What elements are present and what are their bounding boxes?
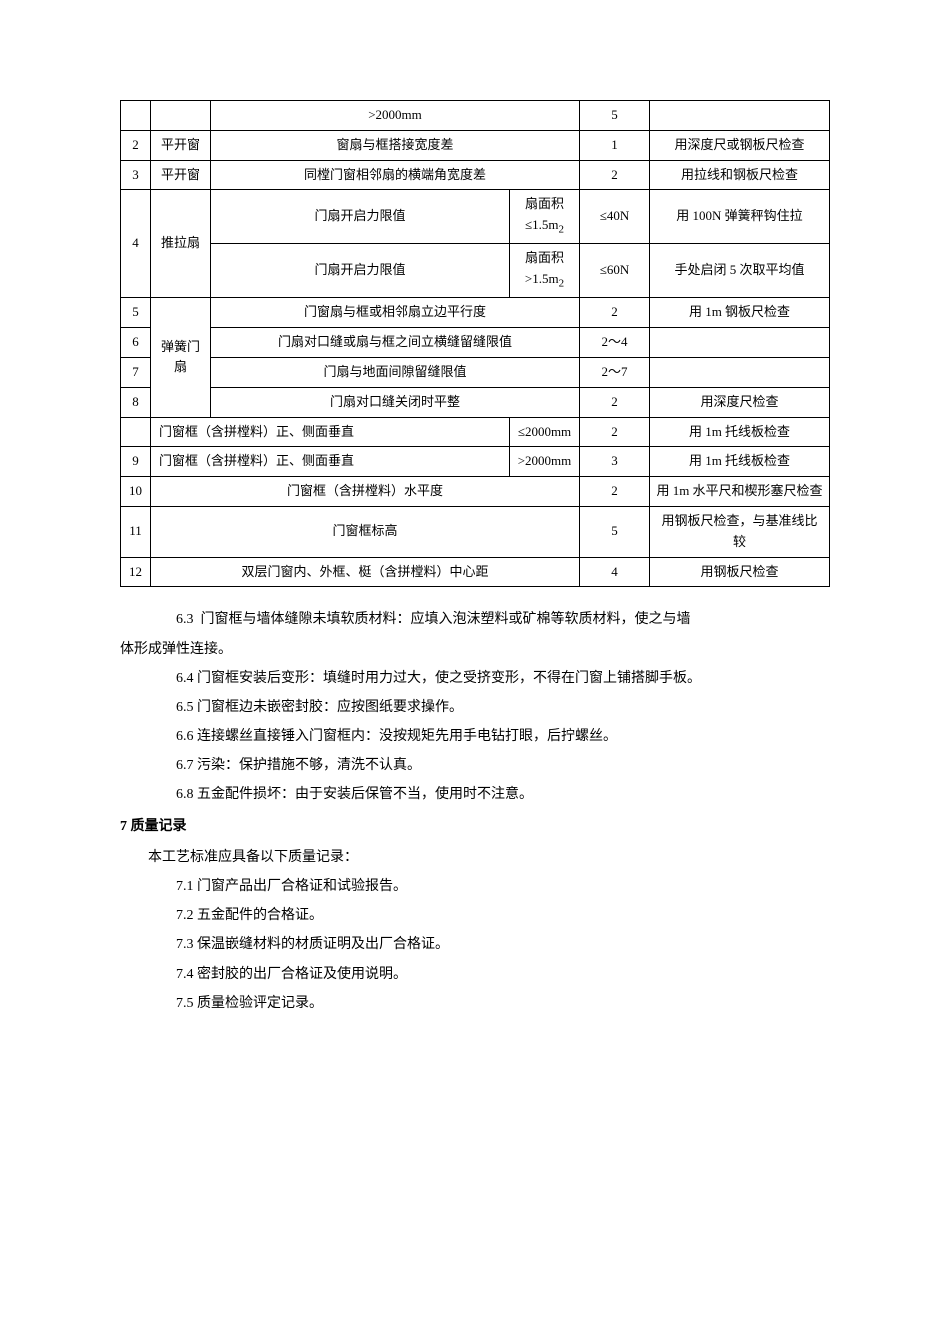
paragraph-67: 6.7 污染：保护措施不够，清洗不认真。 — [120, 753, 830, 778]
cell-method: 用 1m 水平尺和楔形塞尺检查 — [650, 477, 830, 507]
cell-num — [121, 101, 151, 131]
cell-val: 2 — [580, 417, 650, 447]
cell-val: ≤60N — [580, 244, 650, 298]
paragraph-68: 6.8 五金配件损坏：由于安装后保管不当，使用时不注意。 — [120, 782, 830, 807]
cell-num: 6 — [121, 328, 151, 358]
section-7-intro: 本工艺标准应具备以下质量记录： — [120, 845, 830, 870]
cell-num: 4 — [121, 190, 151, 298]
cell-val: 1 — [580, 130, 650, 160]
cell-val: 5 — [580, 101, 650, 131]
item-71: 7.1 门窗产品出厂合格证和试验报告。 — [120, 874, 830, 899]
cell-num: 2 — [121, 130, 151, 160]
cell-method: 用 1m 钢板尺检查 — [650, 298, 830, 328]
cell-item: 门窗框（含拼樘料）正、侧面垂直 — [151, 417, 510, 447]
body-text: 6.3 门窗框与墙体缝隙未填软质材料：应填入泡沫塑料或矿棉等软质材料，使之与墙 … — [120, 607, 830, 1016]
paragraph-65: 6.5 门窗框边未嵌密封胶：应按图纸要求操作。 — [120, 695, 830, 720]
paragraph-64: 6.4 门窗框安装后变形：填缝时用力过大，使之受挤变形，不得在门窗上铺搭脚手板。 — [120, 666, 830, 691]
cell-item: 门扇对口缝或扇与框之间立横缝留缝限值 — [211, 328, 580, 358]
table-row: 门窗框（含拼樘料）正、侧面垂直 ≤2000mm 2 用 1m 托线板检查 — [121, 417, 830, 447]
cell-num — [121, 417, 151, 447]
cell-type: 推拉扇 — [151, 190, 211, 298]
cell-type: 弹簧门扇 — [151, 298, 211, 417]
cell-type: 平开窗 — [151, 160, 211, 190]
cell-method: 用 100N 弹簧秤钩住拉 — [650, 190, 830, 244]
cell-method: 用钢板尺检查，与基准线比较 — [650, 506, 830, 557]
table-row: 门扇开启力限值 扇面积>1.5m2 ≤60N 手处启闭 5 次取平均值 — [121, 244, 830, 298]
cell-method: 用深度尺或钢板尺检查 — [650, 130, 830, 160]
cell-sub: ≤2000mm — [510, 417, 580, 447]
cell-item: >2000mm — [211, 101, 580, 131]
cell-item: 门扇与地面间隙留缝限值 — [211, 357, 580, 387]
cell-val: 4 — [580, 557, 650, 587]
item-74: 7.4 密封胶的出厂合格证及使用说明。 — [120, 962, 830, 987]
cell-item: 门扇对口缝关闭时平整 — [211, 387, 580, 417]
table-row: 3 平开窗 同樘门窗相邻扇的横端角宽度差 2 用拉线和钢板尺检查 — [121, 160, 830, 190]
cell-num: 12 — [121, 557, 151, 587]
cell-val: ≤40N — [580, 190, 650, 244]
table-row: 8 门扇对口缝关闭时平整 2 用深度尺检查 — [121, 387, 830, 417]
table-row: 5 弹簧门扇 门窗扇与框或相邻扇立边平行度 2 用 1m 钢板尺检查 — [121, 298, 830, 328]
cell-item: 门窗框（含拼樘料）水平度 — [151, 477, 580, 507]
cell-method: 手处启闭 5 次取平均值 — [650, 244, 830, 298]
cell-method: 用 1m 托线板检查 — [650, 417, 830, 447]
cell-val: 5 — [580, 506, 650, 557]
cell-item: 门窗框（含拼樘料）正、侧面垂直 — [151, 447, 510, 477]
cell-type: 平开窗 — [151, 130, 211, 160]
cell-val: 2～4 — [580, 328, 650, 358]
table-row: >2000mm 5 — [121, 101, 830, 131]
cell-method: 用深度尺检查 — [650, 387, 830, 417]
quality-table: >2000mm 5 2 平开窗 窗扇与框搭接宽度差 1 用深度尺或钢板尺检查 3… — [120, 100, 830, 587]
table-row: 12 双层门窗内、外框、梃（含拼樘料）中心距 4 用钢板尺检查 — [121, 557, 830, 587]
table-row: 6 门扇对口缝或扇与框之间立横缝留缝限值 2～4 — [121, 328, 830, 358]
cell-method — [650, 357, 830, 387]
section-7-header: 7 质量记录 — [120, 814, 830, 839]
cell-num: 7 — [121, 357, 151, 387]
cell-method: 用 1m 托线板检查 — [650, 447, 830, 477]
item-75: 7.5 质量检验评定记录。 — [120, 991, 830, 1016]
cell-item: 同樘门窗相邻扇的横端角宽度差 — [211, 160, 580, 190]
paragraph-63-cont: 体形成弹性连接。 — [120, 637, 830, 662]
cell-item: 门扇开启力限值 — [211, 244, 510, 298]
cell-num: 8 — [121, 387, 151, 417]
item-72: 7.2 五金配件的合格证。 — [120, 903, 830, 928]
cell-num: 11 — [121, 506, 151, 557]
cell-num: 10 — [121, 477, 151, 507]
table-row: 9 门窗框（含拼樘料）正、侧面垂直 >2000mm 3 用 1m 托线板检查 — [121, 447, 830, 477]
cell-item: 窗扇与框搭接宽度差 — [211, 130, 580, 160]
cell-item: 门窗扇与框或相邻扇立边平行度 — [211, 298, 580, 328]
item-73: 7.3 保温嵌缝材料的材质证明及出厂合格证。 — [120, 932, 830, 957]
cell-val: 2 — [580, 387, 650, 417]
table-row: 10 门窗框（含拼樘料）水平度 2 用 1m 水平尺和楔形塞尺检查 — [121, 477, 830, 507]
table-row: 11 门窗框标高 5 用钢板尺检查，与基准线比较 — [121, 506, 830, 557]
cell-num: 3 — [121, 160, 151, 190]
cell-sub: 扇面积≤1.5m2 — [510, 190, 580, 244]
cell-num: 9 — [121, 447, 151, 477]
table-row: 7 门扇与地面间隙留缝限值 2～7 — [121, 357, 830, 387]
cell-sub: 扇面积>1.5m2 — [510, 244, 580, 298]
cell-num: 5 — [121, 298, 151, 328]
cell-val: 2 — [580, 298, 650, 328]
cell-val: 2～7 — [580, 357, 650, 387]
table-row: 2 平开窗 窗扇与框搭接宽度差 1 用深度尺或钢板尺检查 — [121, 130, 830, 160]
cell-val: 3 — [580, 447, 650, 477]
cell-item: 门窗框标高 — [151, 506, 580, 557]
paragraph-63: 6.3 门窗框与墙体缝隙未填软质材料：应填入泡沫塑料或矿棉等软质材料，使之与墙 — [120, 607, 830, 632]
cell-val: 2 — [580, 160, 650, 190]
paragraph-66: 6.6 连接螺丝直接锤入门窗框内：没按规矩先用手电钻打眼，后拧螺丝。 — [120, 724, 830, 749]
cell-method — [650, 328, 830, 358]
cell-method: 用钢板尺检查 — [650, 557, 830, 587]
cell-item: 双层门窗内、外框、梃（含拼樘料）中心距 — [151, 557, 580, 587]
cell-method — [650, 101, 830, 131]
cell-val: 2 — [580, 477, 650, 507]
cell-method: 用拉线和钢板尺检查 — [650, 160, 830, 190]
table-row: 4 推拉扇 门扇开启力限值 扇面积≤1.5m2 ≤40N 用 100N 弹簧秤钩… — [121, 190, 830, 244]
cell-item: 门扇开启力限值 — [211, 190, 510, 244]
cell-sub: >2000mm — [510, 447, 580, 477]
cell-type — [151, 101, 211, 131]
